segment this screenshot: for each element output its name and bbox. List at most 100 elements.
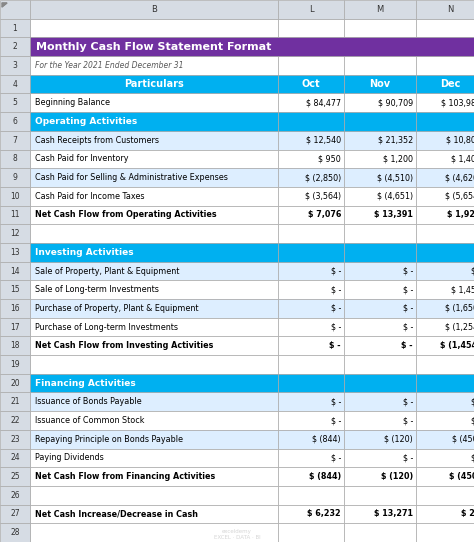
Bar bbox=[416, 467, 474, 486]
Text: $ -: $ - bbox=[402, 304, 413, 313]
Bar bbox=[278, 112, 344, 131]
Text: $ (120): $ (120) bbox=[384, 435, 413, 444]
Bar bbox=[344, 75, 416, 93]
Bar bbox=[30, 280, 278, 299]
Bar bbox=[0, 430, 30, 449]
Text: Nov: Nov bbox=[369, 79, 391, 89]
Bar bbox=[278, 318, 344, 337]
Bar bbox=[344, 224, 416, 243]
Bar bbox=[278, 205, 344, 224]
Text: $ (844): $ (844) bbox=[312, 435, 341, 444]
Bar bbox=[0, 299, 30, 318]
Bar bbox=[416, 0, 474, 18]
Bar bbox=[30, 318, 278, 337]
Bar bbox=[30, 112, 278, 131]
Text: $ 10,800: $ 10,800 bbox=[446, 136, 474, 145]
Bar bbox=[416, 430, 474, 449]
Bar bbox=[0, 486, 30, 505]
Text: 9: 9 bbox=[13, 173, 18, 182]
Text: Repaying Principle on Bonds Payable: Repaying Principle on Bonds Payable bbox=[35, 435, 183, 444]
Text: 2: 2 bbox=[13, 42, 18, 51]
Bar bbox=[278, 18, 344, 37]
Bar bbox=[416, 150, 474, 168]
Text: $ 1,926: $ 1,926 bbox=[447, 210, 474, 220]
Text: $ (3,564): $ (3,564) bbox=[305, 192, 341, 201]
Bar bbox=[344, 411, 416, 430]
Text: Monthly Cash Flow Statement Format: Monthly Cash Flow Statement Format bbox=[36, 42, 272, 51]
Text: $ 90,709: $ 90,709 bbox=[378, 98, 413, 107]
Bar bbox=[416, 318, 474, 337]
Text: 16: 16 bbox=[10, 304, 20, 313]
Bar bbox=[344, 131, 416, 150]
Bar bbox=[0, 262, 30, 280]
Bar bbox=[278, 56, 344, 75]
Text: 15: 15 bbox=[10, 285, 20, 294]
Bar bbox=[0, 205, 30, 224]
Bar bbox=[278, 93, 344, 112]
Text: 27: 27 bbox=[10, 509, 20, 519]
Bar bbox=[30, 262, 278, 280]
Bar bbox=[344, 168, 416, 187]
Bar bbox=[0, 131, 30, 150]
Text: $ (450): $ (450) bbox=[452, 435, 474, 444]
Bar bbox=[344, 318, 416, 337]
Text: $ (4,651): $ (4,651) bbox=[377, 192, 413, 201]
Bar bbox=[0, 355, 30, 374]
Text: $ -: $ - bbox=[402, 267, 413, 275]
Bar bbox=[416, 486, 474, 505]
Bar bbox=[416, 18, 474, 37]
Text: $ 103,980: $ 103,980 bbox=[441, 98, 474, 107]
Text: 4: 4 bbox=[13, 80, 18, 88]
Bar bbox=[344, 374, 416, 392]
Bar bbox=[344, 392, 416, 411]
Text: $ 950: $ 950 bbox=[318, 154, 341, 163]
Bar bbox=[0, 318, 30, 337]
Bar bbox=[416, 355, 474, 374]
Bar bbox=[278, 467, 344, 486]
Bar bbox=[344, 449, 416, 467]
Bar bbox=[30, 355, 278, 374]
Bar bbox=[0, 112, 30, 131]
Text: 14: 14 bbox=[10, 267, 20, 275]
Bar bbox=[30, 205, 278, 224]
Bar bbox=[416, 168, 474, 187]
Text: 21: 21 bbox=[10, 397, 20, 406]
Bar bbox=[30, 187, 278, 205]
Bar bbox=[344, 355, 416, 374]
Text: Purchase of Property, Plant & Equipment: Purchase of Property, Plant & Equipment bbox=[35, 304, 199, 313]
Bar bbox=[416, 75, 474, 93]
Bar bbox=[278, 524, 344, 542]
Polygon shape bbox=[2, 3, 7, 7]
Bar bbox=[0, 280, 30, 299]
Bar bbox=[416, 187, 474, 205]
Text: $ (4,510): $ (4,510) bbox=[377, 173, 413, 182]
Bar bbox=[278, 0, 344, 18]
Bar bbox=[344, 486, 416, 505]
Bar bbox=[30, 337, 278, 355]
Text: $ (5,654): $ (5,654) bbox=[445, 192, 474, 201]
Text: $ -: $ - bbox=[329, 341, 341, 350]
Bar bbox=[344, 280, 416, 299]
Text: $ -: $ - bbox=[402, 285, 413, 294]
Text: $ -: $ - bbox=[471, 416, 474, 425]
Bar bbox=[344, 337, 416, 355]
Text: M: M bbox=[376, 5, 383, 14]
Bar bbox=[30, 486, 278, 505]
Text: $ 13,391: $ 13,391 bbox=[374, 210, 413, 220]
Bar bbox=[344, 524, 416, 542]
Text: $ -: $ - bbox=[471, 397, 474, 406]
Text: Investing Activities: Investing Activities bbox=[35, 248, 134, 257]
Text: Issuance of Common Stock: Issuance of Common Stock bbox=[35, 416, 145, 425]
Text: $ (4,620): $ (4,620) bbox=[445, 173, 474, 182]
Bar bbox=[0, 150, 30, 168]
Text: 6: 6 bbox=[13, 117, 18, 126]
Bar bbox=[416, 299, 474, 318]
Bar bbox=[0, 337, 30, 355]
Text: 23: 23 bbox=[10, 435, 20, 444]
Bar bbox=[278, 75, 344, 93]
Bar bbox=[278, 243, 344, 262]
Bar bbox=[30, 299, 278, 318]
Bar bbox=[30, 524, 278, 542]
Text: $ -: $ - bbox=[402, 454, 413, 462]
Bar bbox=[344, 299, 416, 318]
